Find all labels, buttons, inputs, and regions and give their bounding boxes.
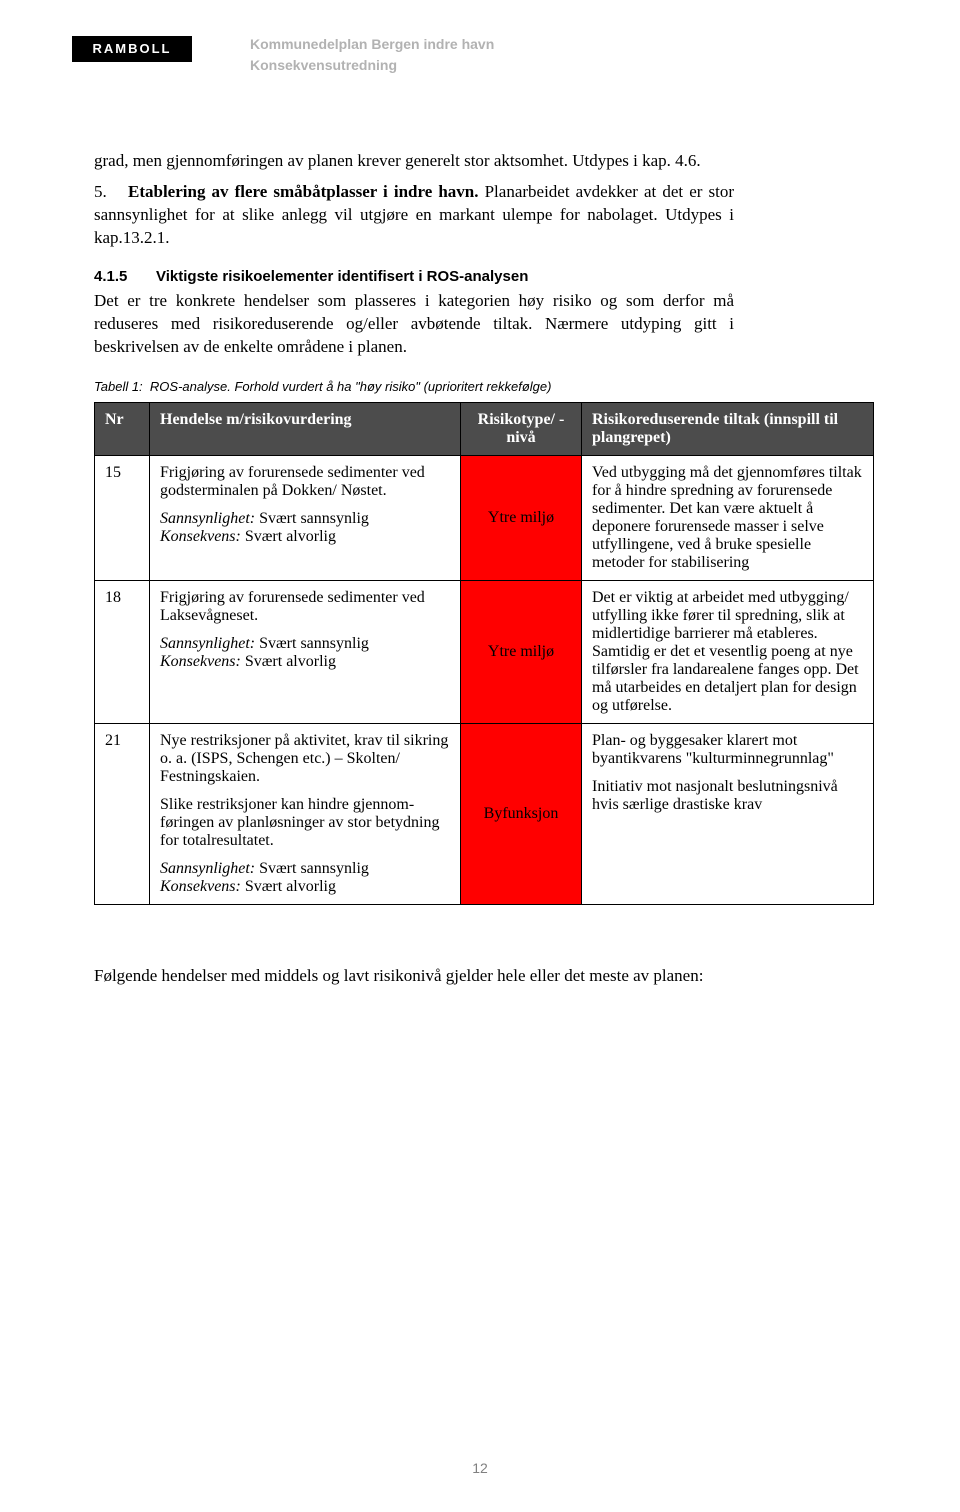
- th-tiltak: Risikoreduserende tiltak (innspill til p…: [582, 402, 874, 455]
- sann-label: Sannsynlighet:: [160, 510, 255, 527]
- item-5-title: Etablering av flere småbåtplasser i indr…: [128, 182, 479, 201]
- hend-p1: Frigjøring av forurensede sedimenter ved…: [160, 589, 450, 625]
- header-line-2: Konsekvensutredning: [250, 57, 397, 73]
- tiltak-p1: Plan- og byggesaker klarert mot byantikv…: [592, 732, 863, 768]
- kons-label: Konsekvens:: [160, 878, 241, 895]
- section-body: Det er tre konkrete hendelser som plasse…: [94, 290, 734, 359]
- cell-hendelse: Frigjøring av forurensede sedimenter ved…: [150, 455, 461, 580]
- tiltak-p2: Initiativ mot nasjonalt beslutningsnivå …: [592, 778, 863, 814]
- sannsynlighet: Sannsynlighet: Svært sannsynlig: [160, 860, 450, 878]
- konsekvens: Konsekvens: Svært alvorlig: [160, 528, 450, 546]
- th-hendelse: Hendelse m/risikovurdering: [150, 402, 461, 455]
- cell-tiltak: Plan- og byggesaker klarert mot byantikv…: [582, 723, 874, 904]
- th-risktype: Risikotype/ -nivå: [461, 402, 582, 455]
- hend-p2: Slike restriksjoner kan hindre gjennom­f…: [160, 796, 450, 850]
- numbered-item-5: 5.Etablering av flere småbåtplasser i in…: [94, 181, 734, 250]
- kons-label: Konsekvens:: [160, 528, 241, 545]
- table-caption-text: ROS-analyse. Forhold vurdert å ha "høy r…: [150, 379, 552, 394]
- logo: RAMBOLL: [72, 36, 192, 62]
- table-caption: Tabell 1: ROS-analyse. Forhold vurdert å…: [94, 379, 874, 394]
- table-row: 21 Nye restriksjoner på aktivitet, krav …: [95, 723, 874, 904]
- ros-table: Nr Hendelse m/risikovurdering Risikotype…: [94, 402, 874, 905]
- hend-p1: Nye restriksjoner på aktivitet, krav til…: [160, 732, 450, 786]
- table-row: 18 Frigjøring av forurensede sedimenter …: [95, 580, 874, 723]
- intro-paragraph: grad, men gjennomføringen av planen krev…: [94, 150, 734, 173]
- kons-value: Svært alvorlig: [241, 653, 336, 670]
- hend-p1: Frigjøring av forurensede sedimenter ved…: [160, 464, 450, 500]
- table-header-row: Nr Hendelse m/risikovurdering Risikotype…: [95, 402, 874, 455]
- cell-tiltak: Det er viktig at arbeidet med utbygging/…: [582, 580, 874, 723]
- sann-value: Svært sannsynlig: [255, 635, 369, 652]
- kons-label: Konsekvens:: [160, 653, 241, 670]
- cell-nr: 15: [95, 455, 150, 580]
- sannsynlighet: Sannsynlighet: Svært sannsynlig: [160, 635, 450, 653]
- running-header: Kommunedelplan Bergen indre havn Konsekv…: [250, 34, 494, 76]
- kons-value: Svært alvorlig: [241, 878, 336, 895]
- sann-label: Sannsynlighet:: [160, 635, 255, 652]
- th-nr: Nr: [95, 402, 150, 455]
- table-caption-label: Tabell 1:: [94, 379, 143, 394]
- cell-risktype: Ytre miljø: [461, 455, 582, 580]
- konsekvens: Konsekvens: Svært alvorlig: [160, 653, 450, 671]
- cell-risktype: Ytre miljø: [461, 580, 582, 723]
- kons-value: Svært alvorlig: [241, 528, 336, 545]
- sannsynlighet: Sannsynlighet: Svært sannsynlig: [160, 510, 450, 528]
- cell-risktype: Byfunksjon: [461, 723, 582, 904]
- cell-hendelse: Nye restriksjoner på aktivitet, krav til…: [150, 723, 461, 904]
- cell-tiltak: Ved utbygging må det gjennomføres tiltak…: [582, 455, 874, 580]
- cell-nr: 18: [95, 580, 150, 723]
- section-heading-4-1-5: 4.1.5Viktigste risikoelementer identifis…: [94, 268, 874, 286]
- konsekvens: Konsekvens: Svært alvorlig: [160, 878, 450, 896]
- sann-value: Svært sannsynlig: [255, 510, 369, 527]
- section-number: 4.1.5: [94, 268, 156, 285]
- section-title: Viktigste risikoelementer identifisert i…: [156, 268, 528, 285]
- item-5-number: 5.: [94, 181, 128, 204]
- sann-label: Sannsynlighet:: [160, 860, 255, 877]
- cell-nr: 21: [95, 723, 150, 904]
- page-number: 12: [0, 1460, 960, 1476]
- cell-hendelse: Frigjøring av forurensede sedimenter ved…: [150, 580, 461, 723]
- trailing-paragraph: Følgende hendelser med middels og lavt r…: [94, 965, 734, 988]
- header-line-1: Kommunedelplan Bergen indre havn: [250, 36, 494, 52]
- table-row: 15 Frigjøring av forurensede sedimenter …: [95, 455, 874, 580]
- sann-value: Svært sannsynlig: [255, 860, 369, 877]
